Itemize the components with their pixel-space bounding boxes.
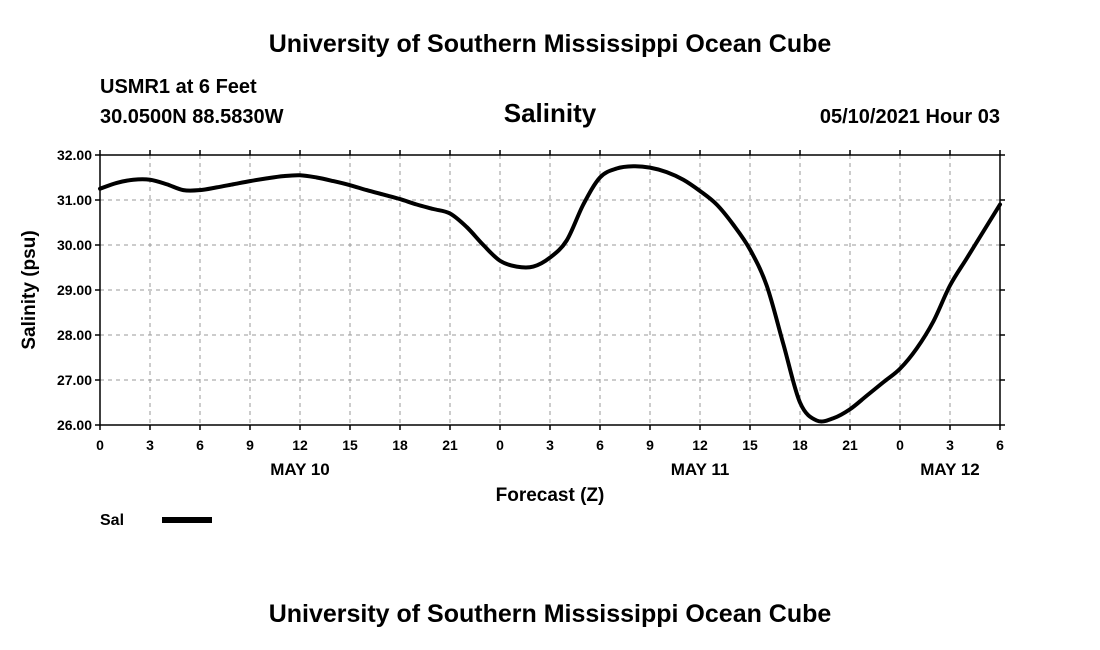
y-tick-label: 32.00 [57, 147, 92, 163]
page-title: University of Southern Mississippi Ocean… [268, 30, 832, 58]
x-tick-label: 3 [146, 437, 154, 453]
x-tick-label: 21 [842, 437, 858, 453]
y-tick-label: 28.00 [57, 327, 92, 343]
x-tick-label: 21 [442, 437, 458, 453]
y-tick-label: 26.00 [57, 417, 92, 433]
x-tick-label: 0 [96, 437, 104, 453]
x-tick-label: 15 [342, 437, 358, 453]
chart-title: Salinity [503, 98, 597, 128]
date-label: MAY 11 [671, 460, 730, 479]
chart-grid [99, 154, 1001, 426]
station-label: USMR1 at 6 Feet [100, 76, 257, 98]
x-tick-label: 12 [292, 437, 308, 453]
x-tick-label: 0 [496, 437, 504, 453]
x-tick-label: 0 [896, 437, 904, 453]
x-axis-title: Forecast (Z) [496, 485, 605, 506]
x-tick-label: 9 [646, 437, 654, 453]
axis-ticks [95, 150, 1005, 430]
date-label: MAY 10 [270, 460, 330, 479]
y-tick-label: 29.00 [57, 282, 92, 298]
x-tick-label: 3 [946, 437, 954, 453]
x-tick-label: 18 [792, 437, 808, 453]
y-axis-labels: 32.00 31.00 30.00 29.00 28.00 27.00 26.00 [57, 147, 92, 433]
x-tick-label: 3 [546, 437, 554, 453]
x-tick-label: 9 [246, 437, 254, 453]
legend-label: Sal [100, 512, 124, 529]
x-tick-label: 18 [392, 437, 408, 453]
date-label: MAY 12 [920, 460, 980, 479]
station-coordinates: 30.0500N 88.5830W [100, 106, 284, 128]
forecast-datetime: 05/10/2021 Hour 03 [819, 106, 1000, 128]
salinity-series-line [98, 164, 1002, 424]
x-axis-labels: 0 3 6 9 12 15 18 21 0 3 6 9 12 15 18 21 0 3 6 [96, 437, 1004, 453]
footer-title: University of Southern Mississippi Ocean… [268, 600, 832, 628]
y-tick-label: 30.00 [57, 237, 92, 253]
x-tick-label: 12 [692, 437, 708, 453]
x-tick-label: 6 [996, 437, 1004, 453]
date-labels: MAY 10 MAY 11 MAY 12 [270, 460, 980, 479]
y-axis-title: Salinity (psu) [19, 230, 40, 349]
y-tick-label: 27.00 [57, 372, 92, 388]
x-tick-label: 6 [596, 437, 604, 453]
x-tick-label: 15 [742, 437, 758, 453]
y-tick-label: 31.00 [57, 192, 92, 208]
x-tick-label: 6 [196, 437, 204, 453]
